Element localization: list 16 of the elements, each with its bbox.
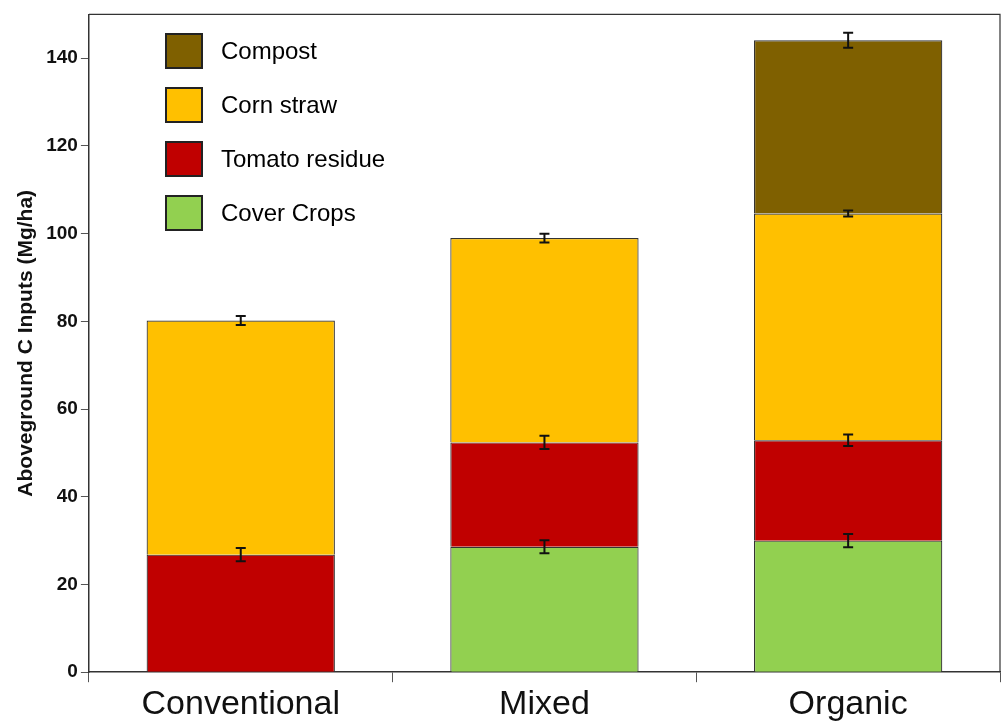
x-tick-label: Mixed [499,682,590,721]
y-tick-label: 60 [56,397,78,419]
y-tick-label: 100 [46,221,78,243]
y-tick-label: 80 [56,309,78,331]
y-tick-label: 0 [67,660,78,682]
legend-label: Compost [221,37,318,65]
y-tick-label: 120 [46,134,78,156]
y-axis-title: Aboveground C Inputs (Mg/ha) [13,189,37,497]
x-tick-label: Conventional [141,682,340,721]
legend-label: Cover Crops [221,199,356,227]
x-tick-label: Organic [788,682,908,721]
legend-label: Tomato residue [221,145,386,173]
y-tick-label: 140 [46,46,78,68]
y-tick-label: 40 [56,485,78,507]
y-tick-label: 20 [56,572,78,594]
legend-label: Corn straw [221,91,338,119]
